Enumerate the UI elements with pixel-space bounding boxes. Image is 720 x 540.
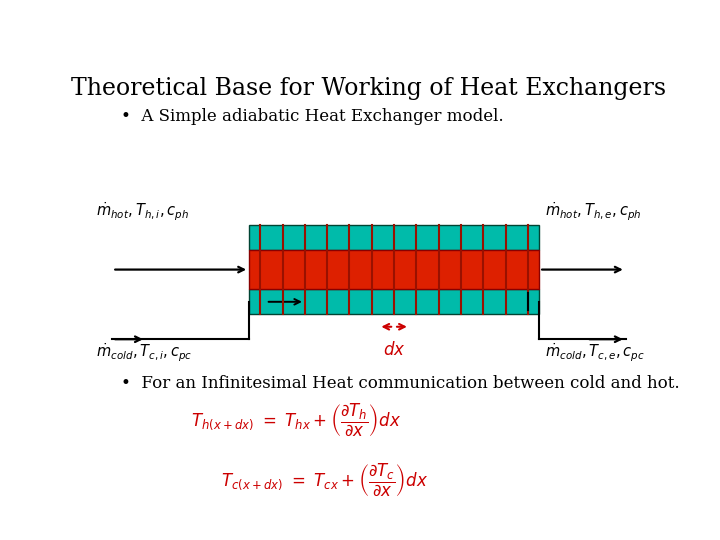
Text: $\dot{m}_{hot}, T_{h,i}, c_{ph}$: $\dot{m}_{hot}, T_{h,i}, c_{ph}$ — [96, 200, 189, 223]
Bar — [249, 225, 539, 250]
Text: $\dot{m}_{cold}, T_{c,i}, c_{pc}$: $\dot{m}_{cold}, T_{c,i}, c_{pc}$ — [96, 341, 192, 364]
Text: Theoretical Base for Working of Heat Exchangers: Theoretical Base for Working of Heat Exc… — [71, 77, 667, 100]
Text: $\dot{m}_{hot}, T_{h,e}, c_{ph}$: $\dot{m}_{hot}, T_{h,e}, c_{ph}$ — [545, 200, 641, 223]
Bar — [249, 250, 539, 289]
Text: •  For an Infinitesimal Heat communication between cold and hot.: • For an Infinitesimal Heat communicatio… — [121, 375, 679, 392]
Text: $\dot{m}_{cold}, T_{c,e}, c_{pc}$: $\dot{m}_{cold}, T_{c,e}, c_{pc}$ — [545, 341, 644, 364]
Text: $dx$: $dx$ — [383, 341, 405, 359]
Bar — [249, 289, 539, 314]
Text: $T_{h(x+dx)}\ =\ T_{hx}+\left(\dfrac{\partial T_h}{\partial x}\right)dx$: $T_{h(x+dx)}\ =\ T_{hx}+\left(\dfrac{\pa… — [192, 402, 402, 438]
Text: $T_{c(x+dx)}\ =\ T_{cx}+\left(\dfrac{\partial T_c}{\partial x}\right)dx$: $T_{c(x+dx)}\ =\ T_{cx}+\left(\dfrac{\pa… — [221, 462, 428, 498]
Text: •  A Simple adiabatic Heat Exchanger model.: • A Simple adiabatic Heat Exchanger mode… — [121, 109, 503, 125]
